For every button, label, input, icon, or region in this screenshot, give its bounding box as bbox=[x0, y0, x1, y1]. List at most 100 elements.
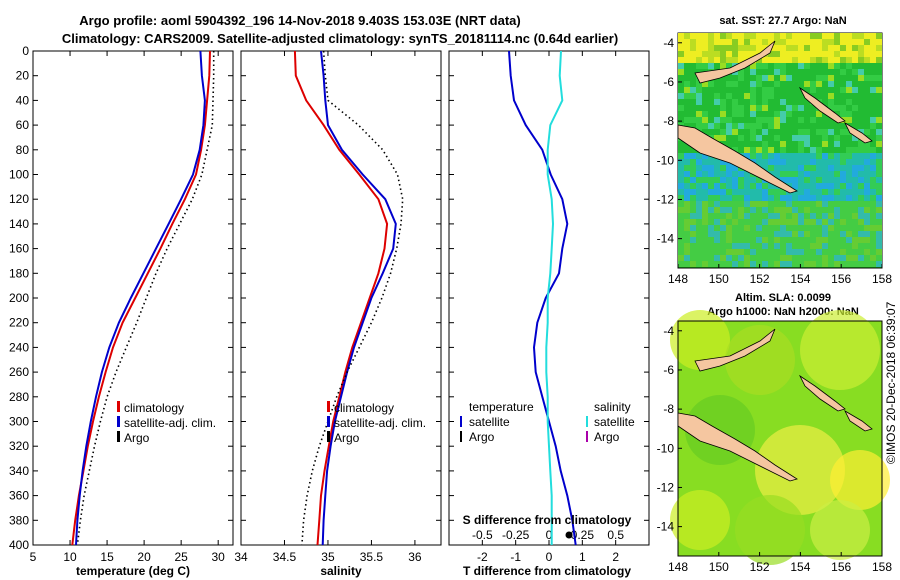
sst-cell bbox=[840, 75, 846, 81]
sst-cell bbox=[708, 231, 714, 237]
sst-cell bbox=[762, 87, 768, 93]
x-tick-label: 1 bbox=[579, 550, 586, 564]
sst-cell bbox=[684, 75, 690, 81]
sst-cell bbox=[708, 159, 714, 165]
sst-cell bbox=[858, 249, 864, 255]
legend-swatch-satellite bbox=[117, 416, 120, 427]
sst-cell bbox=[738, 45, 744, 51]
sst-cell bbox=[858, 183, 864, 189]
sst-cell bbox=[774, 147, 780, 153]
sst-cell bbox=[810, 219, 816, 225]
sst-cell bbox=[792, 123, 798, 129]
sst-cell bbox=[858, 171, 864, 177]
sst-cell bbox=[720, 105, 726, 111]
sst-cell bbox=[726, 213, 732, 219]
sst-cell bbox=[714, 81, 720, 87]
sst-cell bbox=[768, 51, 774, 57]
sst-cell bbox=[708, 207, 714, 213]
sst-cell bbox=[840, 183, 846, 189]
sst-cell bbox=[708, 213, 714, 219]
sst-cell bbox=[816, 261, 822, 267]
sst-cell bbox=[768, 183, 774, 189]
sst-cell bbox=[696, 111, 702, 117]
sst-cell bbox=[876, 39, 882, 45]
sst-cell bbox=[708, 87, 714, 93]
sst-cell bbox=[846, 201, 852, 207]
sst-cell bbox=[798, 243, 804, 249]
sst-cell bbox=[828, 249, 834, 255]
sst-cell bbox=[744, 195, 750, 201]
sst-cell bbox=[780, 75, 786, 81]
sst-cell bbox=[852, 177, 858, 183]
sst-cell bbox=[756, 135, 762, 141]
sst-cell bbox=[852, 219, 858, 225]
y-tick-label: 60 bbox=[16, 118, 30, 132]
sst-cell bbox=[744, 123, 750, 129]
sst-cell bbox=[684, 213, 690, 219]
sst-cell bbox=[858, 201, 864, 207]
sst-cell bbox=[696, 165, 702, 171]
sst-cell bbox=[834, 123, 840, 129]
sst-cell bbox=[690, 51, 696, 57]
sst-cell bbox=[750, 105, 756, 111]
sst-cell bbox=[840, 201, 846, 207]
sst-cell bbox=[756, 117, 762, 123]
sst-cell bbox=[750, 255, 756, 261]
sst-cell bbox=[720, 93, 726, 99]
sst-cell bbox=[804, 141, 810, 147]
sst-cell bbox=[864, 45, 870, 51]
sst-cell bbox=[762, 135, 768, 141]
sst-cell bbox=[684, 99, 690, 105]
sst-cell bbox=[744, 99, 750, 105]
sst-cell bbox=[780, 225, 786, 231]
sst-cell bbox=[846, 159, 852, 165]
map-x-tick-label: 148 bbox=[668, 272, 688, 286]
sst-cell bbox=[708, 237, 714, 243]
sst-cell bbox=[846, 33, 852, 39]
temperature-legend: climatology satellite-adj. clim. Argo bbox=[117, 401, 216, 445]
sst-cell bbox=[678, 57, 684, 63]
sst-cell bbox=[804, 75, 810, 81]
sst-cell bbox=[738, 117, 744, 123]
sst-cell bbox=[696, 99, 702, 105]
sst-cell bbox=[738, 141, 744, 147]
sst-cell bbox=[678, 51, 684, 57]
sst-cell bbox=[828, 219, 834, 225]
sst-cell bbox=[690, 237, 696, 243]
sst-cell bbox=[702, 231, 708, 237]
sst-cell bbox=[720, 201, 726, 207]
sst-cell bbox=[804, 201, 810, 207]
sst-cell bbox=[798, 153, 804, 159]
sst-cell bbox=[678, 231, 684, 237]
sst-cell bbox=[822, 195, 828, 201]
sst-cell bbox=[720, 135, 726, 141]
sst-cell bbox=[774, 189, 780, 195]
sst-cell bbox=[714, 219, 720, 225]
sst-cell bbox=[792, 99, 798, 105]
imos-watermark: ©IMOS 20-Dec-2018 06:39:07 bbox=[884, 301, 898, 464]
sst-cell bbox=[810, 147, 816, 153]
sst-cell bbox=[828, 243, 834, 249]
sst-cell bbox=[780, 51, 786, 57]
sst-cell bbox=[768, 231, 774, 237]
sst-cell bbox=[858, 219, 864, 225]
sst-cell bbox=[876, 189, 882, 195]
sst-cell bbox=[858, 69, 864, 75]
sst-cell bbox=[732, 111, 738, 117]
sst-cell bbox=[846, 207, 852, 213]
sst-cell bbox=[822, 171, 828, 177]
sst-cell bbox=[744, 243, 750, 249]
sst-cell bbox=[798, 105, 804, 111]
map-y-tick-label: -14 bbox=[657, 232, 675, 246]
sst-cell bbox=[870, 81, 876, 87]
sst-cell bbox=[804, 123, 810, 129]
sst-cell bbox=[870, 39, 876, 45]
sst-cell bbox=[726, 33, 732, 39]
sst-cell bbox=[810, 207, 816, 213]
x-tick-label: 35 bbox=[321, 550, 335, 564]
sst-cell bbox=[846, 171, 852, 177]
sst-cell bbox=[720, 165, 726, 171]
sst-cell bbox=[822, 255, 828, 261]
sst-cell bbox=[804, 165, 810, 171]
sst-cell bbox=[708, 51, 714, 57]
